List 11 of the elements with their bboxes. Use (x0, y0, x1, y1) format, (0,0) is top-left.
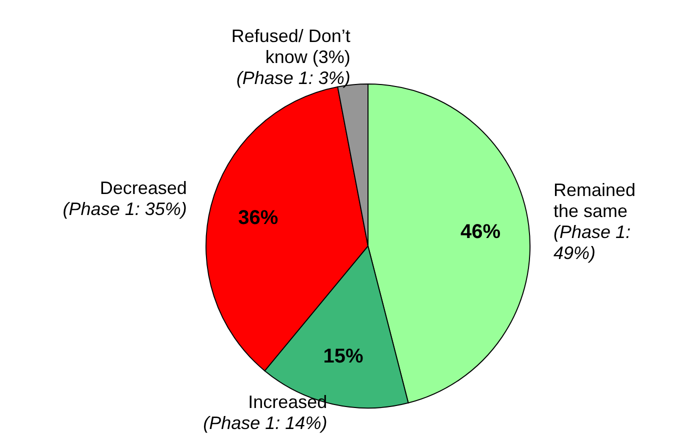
data-label: 46% (460, 220, 501, 243)
data-label: 36% (238, 206, 278, 229)
slice-label: Remained the same (554, 180, 636, 222)
slice-label: Refused/ Don’t know (3%) (231, 26, 350, 67)
text: (Phase 1: 35%) (62, 198, 187, 219)
text: (Phase 1: 14%) (203, 413, 328, 433)
data-label: 15% (323, 346, 364, 368)
slice-label: Decreased (100, 178, 187, 198)
text: (Phase 1: 3%) (236, 68, 350, 88)
slice-label: Increased (248, 392, 328, 412)
text: (Phase 1: 49%) (554, 222, 631, 264)
